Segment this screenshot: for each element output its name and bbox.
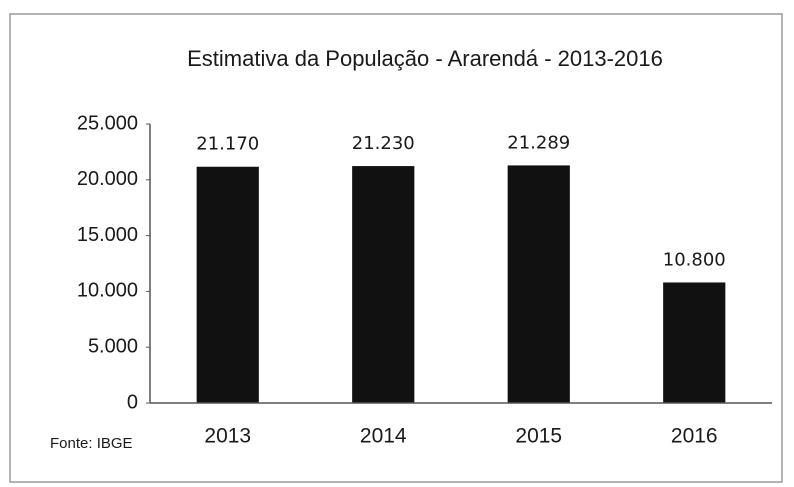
y-tick-label: 10.000 bbox=[77, 280, 138, 302]
x-tick-label: 2013 bbox=[204, 425, 251, 448]
y-tick-label: 25.000 bbox=[77, 112, 138, 134]
x-tick-label: 2014 bbox=[360, 425, 407, 448]
bar bbox=[352, 166, 415, 403]
y-tick-label: 15.000 bbox=[77, 224, 138, 246]
y-tick-label: 20.000 bbox=[77, 168, 138, 190]
bar bbox=[663, 282, 726, 403]
x-tick-label: 2015 bbox=[515, 425, 562, 448]
data-label: 21.230 bbox=[352, 133, 415, 154]
data-label: 10.800 bbox=[663, 249, 726, 270]
source-note: Fonte: IBGE bbox=[50, 435, 133, 452]
bar bbox=[196, 166, 259, 403]
y-tick-label: 0 bbox=[127, 391, 138, 413]
chart-frame bbox=[9, 13, 783, 483]
data-label: 21.289 bbox=[507, 132, 570, 153]
y-tick-label: 5.000 bbox=[88, 335, 138, 357]
data-label: 21.170 bbox=[196, 134, 259, 155]
bar bbox=[507, 165, 570, 403]
x-tick-label: 2016 bbox=[671, 425, 718, 448]
chart-title: Estimativa da População - Ararendá - 201… bbox=[187, 46, 663, 71]
